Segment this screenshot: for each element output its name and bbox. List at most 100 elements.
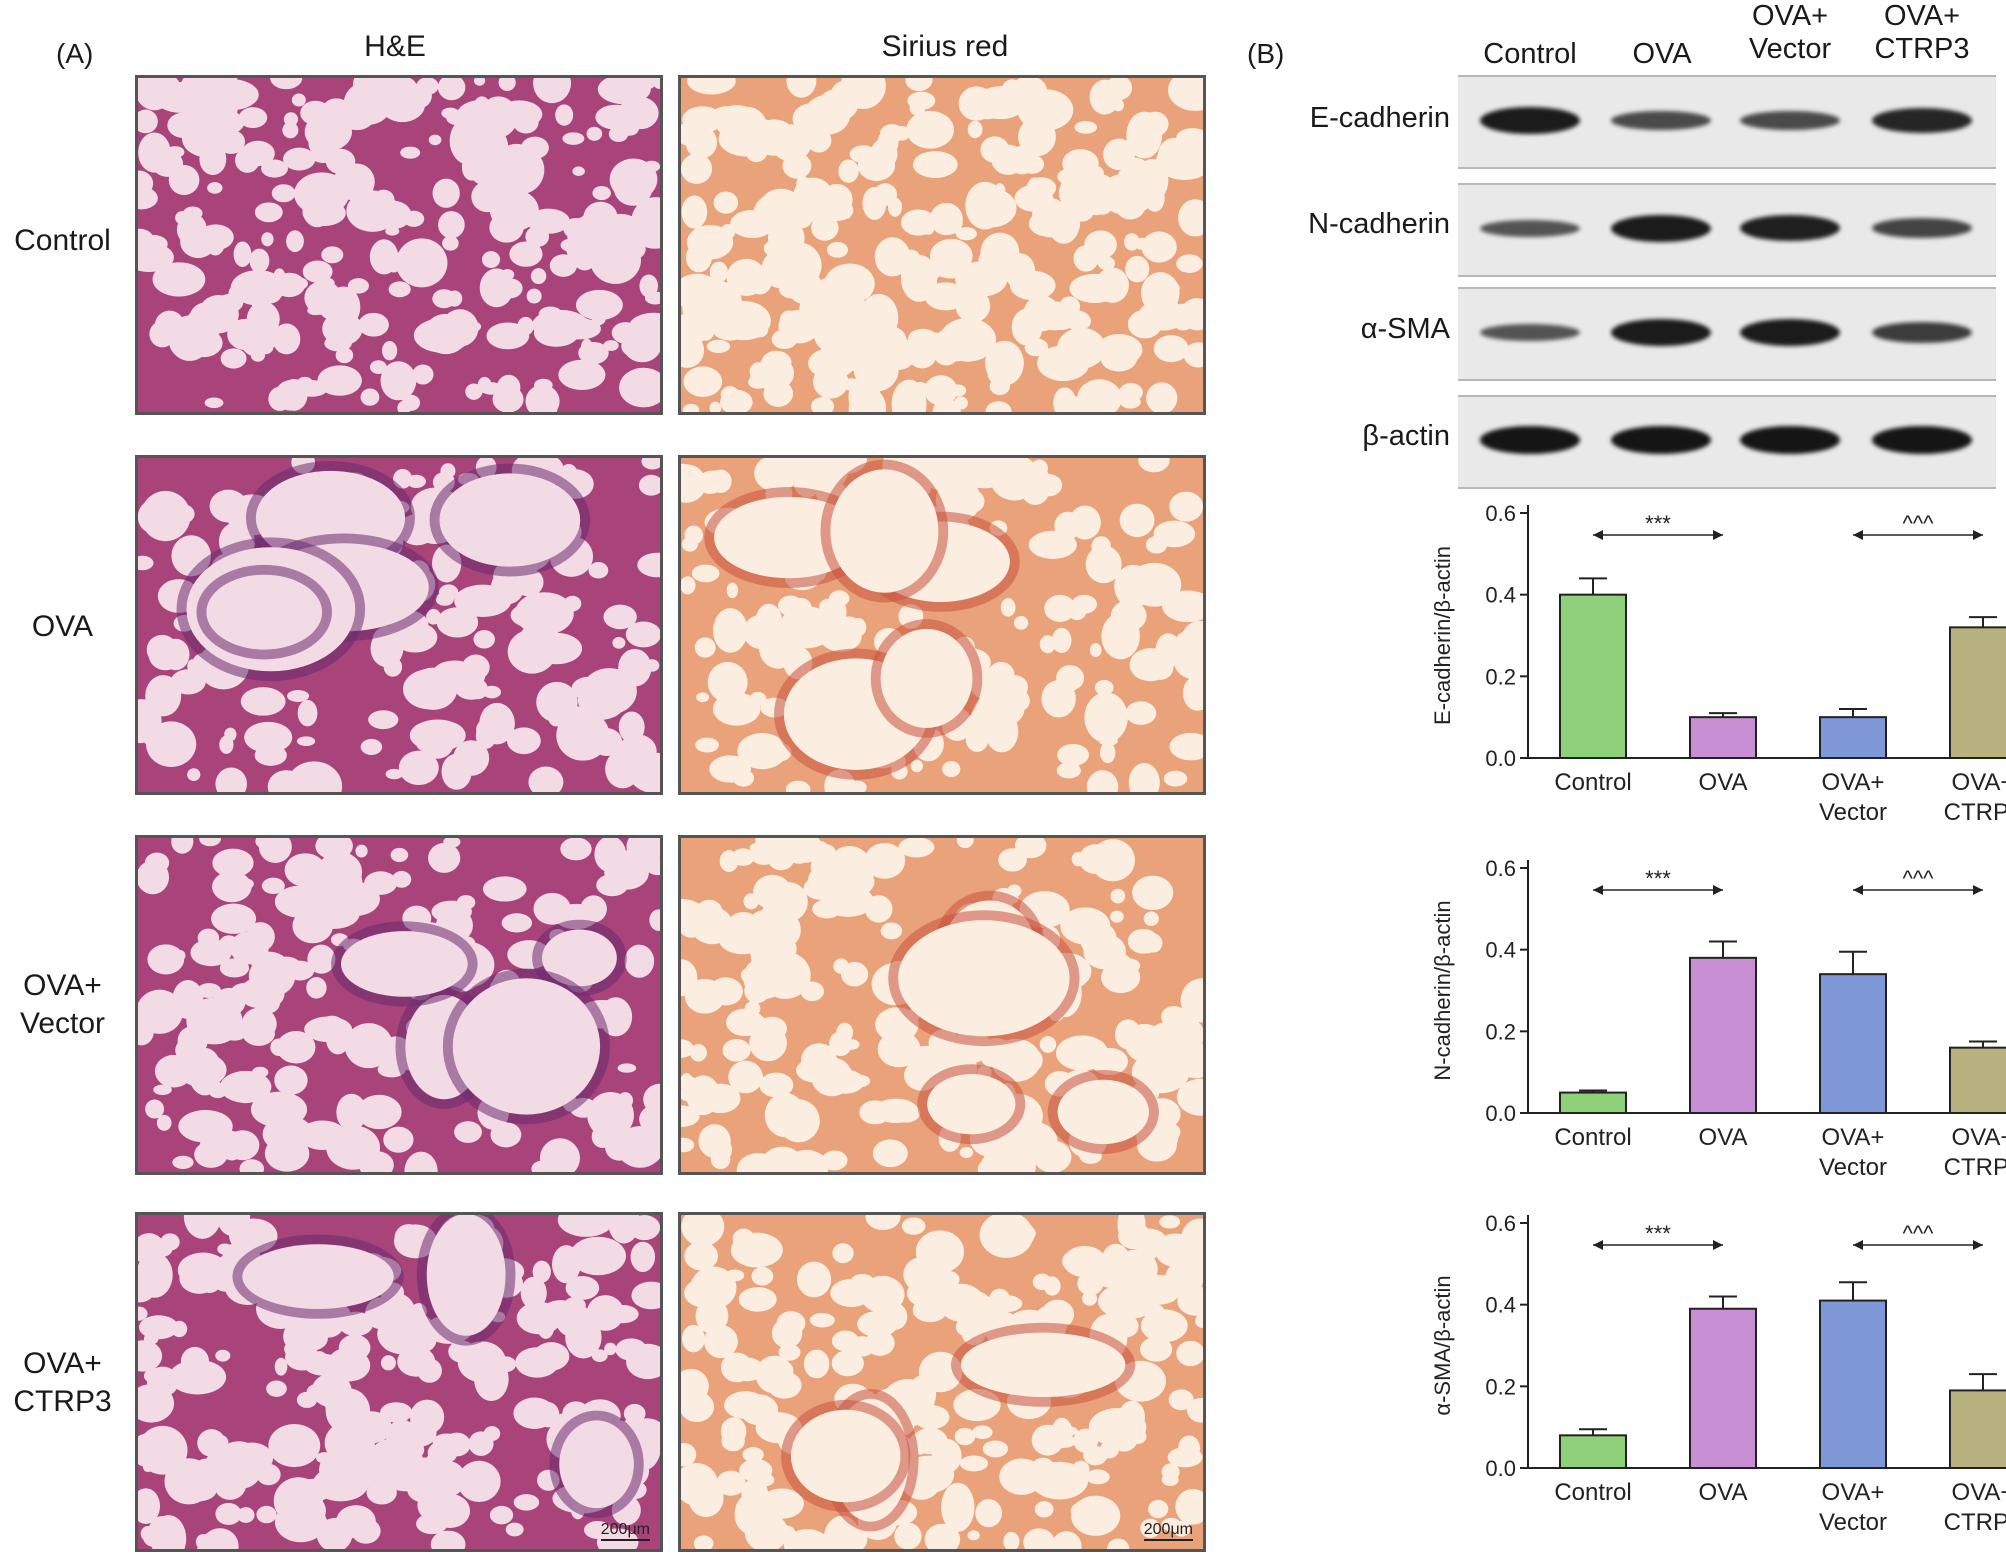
micrograph-sirius-ova (678, 455, 1206, 795)
category-label: OVA+ (1952, 1124, 2006, 1151)
blot-band (1740, 318, 1840, 346)
blot-label-e-cadherin: E-cadherin (1309, 102, 1450, 134)
lane-header-ova-ctrp3: OVA+ CTRP3 (1874, 0, 1970, 65)
category-label: Control (1554, 1124, 1631, 1151)
blot-band (1480, 106, 1580, 134)
bar (1819, 973, 1887, 1114)
significance-label: ^^^ (1903, 866, 1935, 891)
micrograph-sirius-control (678, 75, 1206, 415)
y-tick-label: 0.6 (1485, 501, 1516, 526)
category-label: OVA (1699, 1479, 1748, 1506)
y-axis-label: α-SMA/β-actin (1430, 1275, 1455, 1415)
bar (1949, 1046, 2006, 1115)
category-label: OVA (1699, 1124, 1748, 1151)
panel-b-label: (B) (1247, 38, 1285, 69)
arrow-head (1973, 885, 1983, 895)
y-tick-label: 0.4 (1485, 1293, 1516, 1318)
blot-label-beta-actin: β-actin (1362, 420, 1450, 452)
blot-band (1611, 110, 1711, 130)
scale-bar: 200μm (1143, 1521, 1193, 1541)
row-label-control: Control (14, 224, 111, 257)
y-tick-label: 0.0 (1485, 1456, 1516, 1481)
blot-band (1872, 107, 1972, 133)
category-label: OVA (1699, 769, 1748, 796)
significance-label: *** (1645, 1221, 1671, 1246)
arrow-head (1853, 885, 1863, 895)
bar (1819, 716, 1887, 760)
y-tick-label: 0.0 (1485, 1101, 1516, 1126)
arrow-head (1713, 1240, 1723, 1250)
bar (1819, 1299, 1887, 1470)
blot-band (1480, 219, 1580, 237)
y-axis-label: E-cadherin/β-actin (1430, 546, 1455, 725)
bar (1949, 626, 2006, 759)
blot-band (1872, 321, 1972, 343)
category-label: Control (1554, 1479, 1631, 1506)
bar (1689, 716, 1757, 760)
arrow-head (1593, 1240, 1603, 1250)
bar (1559, 1434, 1627, 1469)
y-axis-label: N-cadherin/β-actin (1430, 900, 1455, 1080)
y-tick-label: 0.4 (1485, 583, 1516, 608)
panel-a-label: (A) (56, 38, 94, 69)
category-label: Vector (1819, 1154, 1887, 1181)
bar (1559, 1091, 1627, 1114)
category-label: CTRP3 (1944, 1154, 2006, 1181)
micrograph-he-ova-ctrp3: 200μm (135, 1212, 663, 1552)
y-tick-label: 0.4 (1485, 938, 1516, 963)
category-label: OVA+ (1822, 1124, 1885, 1151)
category-label: Control (1554, 769, 1631, 796)
bar (1559, 593, 1627, 759)
significance-label: ^^^ (1903, 511, 1935, 536)
y-tick-label: 0.2 (1485, 664, 1516, 689)
bar-chart-0: 0.0 0.2 0.4 0.6 E-cadherin/β-actin Control OVA… (1420, 495, 2006, 850)
significance-label: ^^^ (1903, 1221, 1935, 1246)
significance-label: *** (1645, 866, 1671, 891)
blot-band (1872, 426, 1972, 454)
lane-header-control: Control (1483, 38, 1577, 70)
category-label: OVA+ (1822, 769, 1885, 796)
micrograph-he-control (135, 75, 663, 415)
arrow-head (1973, 1240, 1983, 1250)
y-tick-label: 0.2 (1485, 1019, 1516, 1044)
category-label: Vector (1819, 1509, 1887, 1536)
bar-chart-1: 0.0 0.2 0.4 0.6 N-cadherin/β-actin Control OVA… (1420, 850, 2006, 1205)
category-label: CTRP3 (1944, 1509, 2006, 1536)
y-tick-label: 0.6 (1485, 1211, 1516, 1236)
bar (1689, 1307, 1757, 1469)
category-label: OVA+ (1822, 1479, 1885, 1506)
blot-band (1480, 426, 1580, 454)
bar (1689, 956, 1757, 1115)
category-label: OVA+ (1952, 769, 2006, 796)
micrograph-sirius-ova-vector (678, 835, 1206, 1175)
micrograph-he-ova-vector (135, 835, 663, 1175)
scale-bar: 200μm (600, 1521, 650, 1541)
column-header-he: H&E (364, 30, 426, 63)
y-tick-label: 0.2 (1485, 1374, 1516, 1399)
lane-header-ova-vector: OVA+ Vector (1748, 0, 1832, 65)
blot-band (1611, 426, 1711, 454)
arrow-head (1853, 530, 1863, 540)
arrow-head (1593, 885, 1603, 895)
row-label-ova: OVA (31, 610, 94, 643)
blot-band (1480, 323, 1580, 341)
blot-band (1611, 318, 1711, 346)
blot-label-n-cadherin: N-cadherin (1308, 208, 1450, 240)
micrograph-he-ova (135, 455, 663, 795)
arrow-head (1713, 885, 1723, 895)
blot-band (1611, 214, 1711, 242)
arrow-head (1973, 530, 1983, 540)
arrow-head (1713, 530, 1723, 540)
lane-header-ova: OVA (1632, 38, 1692, 70)
category-label: Vector (1819, 799, 1887, 826)
blot-band (1740, 426, 1840, 454)
column-header-sirius-red: Sirius red (881, 30, 1009, 63)
bar (1949, 1389, 2006, 1470)
blot-band (1740, 215, 1840, 241)
row-label-ova-ctrp3: OVA+ CTRP3 (13, 1347, 112, 1418)
row-label-ova-vector: OVA+ Vector (19, 969, 106, 1040)
category-label: CTRP3 (1944, 799, 2006, 826)
blot-band (1740, 110, 1840, 130)
y-tick-label: 0.6 (1485, 856, 1516, 881)
micrograph-sirius-ova-ctrp3: 200μm (678, 1212, 1206, 1552)
